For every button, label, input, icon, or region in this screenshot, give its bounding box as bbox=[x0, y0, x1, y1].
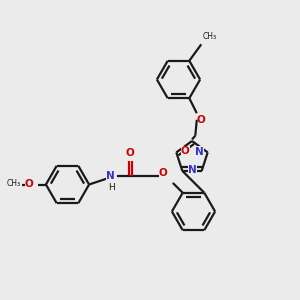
Text: H: H bbox=[109, 183, 115, 192]
Text: CH₃: CH₃ bbox=[7, 179, 21, 188]
Text: O: O bbox=[181, 146, 190, 156]
Text: O: O bbox=[196, 115, 205, 125]
Text: O: O bbox=[25, 179, 34, 189]
Text: CH₃: CH₃ bbox=[203, 32, 217, 41]
Text: N: N bbox=[106, 171, 115, 181]
Text: O: O bbox=[126, 148, 135, 158]
Text: N: N bbox=[195, 146, 204, 157]
Text: O: O bbox=[159, 168, 168, 178]
Text: N: N bbox=[188, 165, 197, 175]
